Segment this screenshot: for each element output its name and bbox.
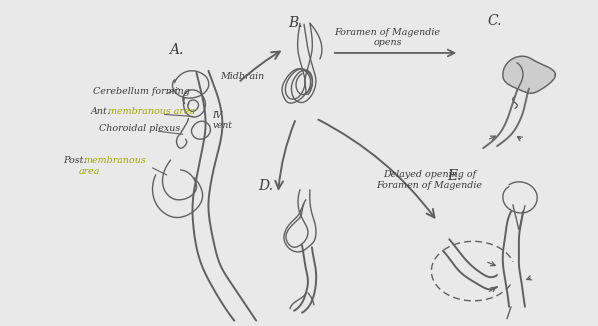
- Text: Post.: Post.: [63, 156, 87, 165]
- Text: Foramen of Magendie
opens: Foramen of Magendie opens: [335, 28, 441, 47]
- Text: C.: C.: [487, 14, 502, 28]
- Text: Ant.: Ant.: [91, 108, 111, 116]
- Text: Cerebellum forming: Cerebellum forming: [93, 87, 190, 96]
- Text: Midbrain: Midbrain: [221, 72, 265, 81]
- Text: IV
vent: IV vent: [212, 111, 232, 130]
- Text: B.: B.: [288, 16, 303, 30]
- Text: membranous area: membranous area: [108, 108, 195, 116]
- Text: D.: D.: [258, 179, 273, 193]
- Text: Choroidal plexus: Choroidal plexus: [99, 124, 180, 133]
- Text: Delayed opening of
Foramen of Magendie: Delayed opening of Foramen of Magendie: [376, 170, 483, 190]
- Polygon shape: [503, 56, 556, 93]
- Text: membranous: membranous: [83, 156, 146, 165]
- Text: E.: E.: [447, 169, 462, 183]
- Text: area: area: [79, 167, 100, 176]
- Text: A.: A.: [169, 43, 183, 57]
